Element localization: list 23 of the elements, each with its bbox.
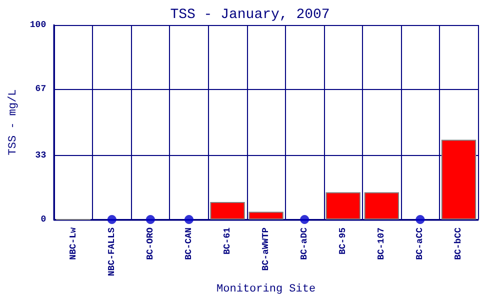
- x-tick-label: BC-aDC: [300, 226, 310, 260]
- x-tick-label: BC-CAN: [184, 227, 194, 260]
- x-axis-title: Monitoring Site: [216, 284, 316, 296]
- x-tick-label: BC-aWWTP: [261, 226, 272, 271]
- y-tick-label: 33: [35, 150, 46, 160]
- chart-title: TSS - January, 2007: [170, 7, 330, 23]
- x-tick-label: BC-61: [222, 226, 233, 255]
- y-tick-label: 0: [40, 214, 46, 224]
- bar: [364, 192, 399, 220]
- x-tick-label: NBC-Lw: [68, 226, 78, 260]
- y-axis-title: TSS - mg/L: [8, 89, 20, 156]
- bar: [210, 202, 245, 220]
- bar: [326, 192, 360, 220]
- x-tick-label: BC-bCC: [454, 226, 464, 260]
- y-tick-label: 67: [35, 84, 46, 94]
- bar: [441, 140, 476, 220]
- x-tick-label: BC-ORO: [145, 226, 156, 260]
- y-tick-label: 100: [30, 20, 46, 30]
- bar: [248, 212, 284, 220]
- x-tick-label: BC-107: [376, 227, 387, 260]
- x-tick-label: BC-95: [338, 227, 348, 255]
- x-tick-label: NBC-FALLS: [106, 226, 117, 276]
- x-tick-label: BC-aCC: [415, 226, 426, 260]
